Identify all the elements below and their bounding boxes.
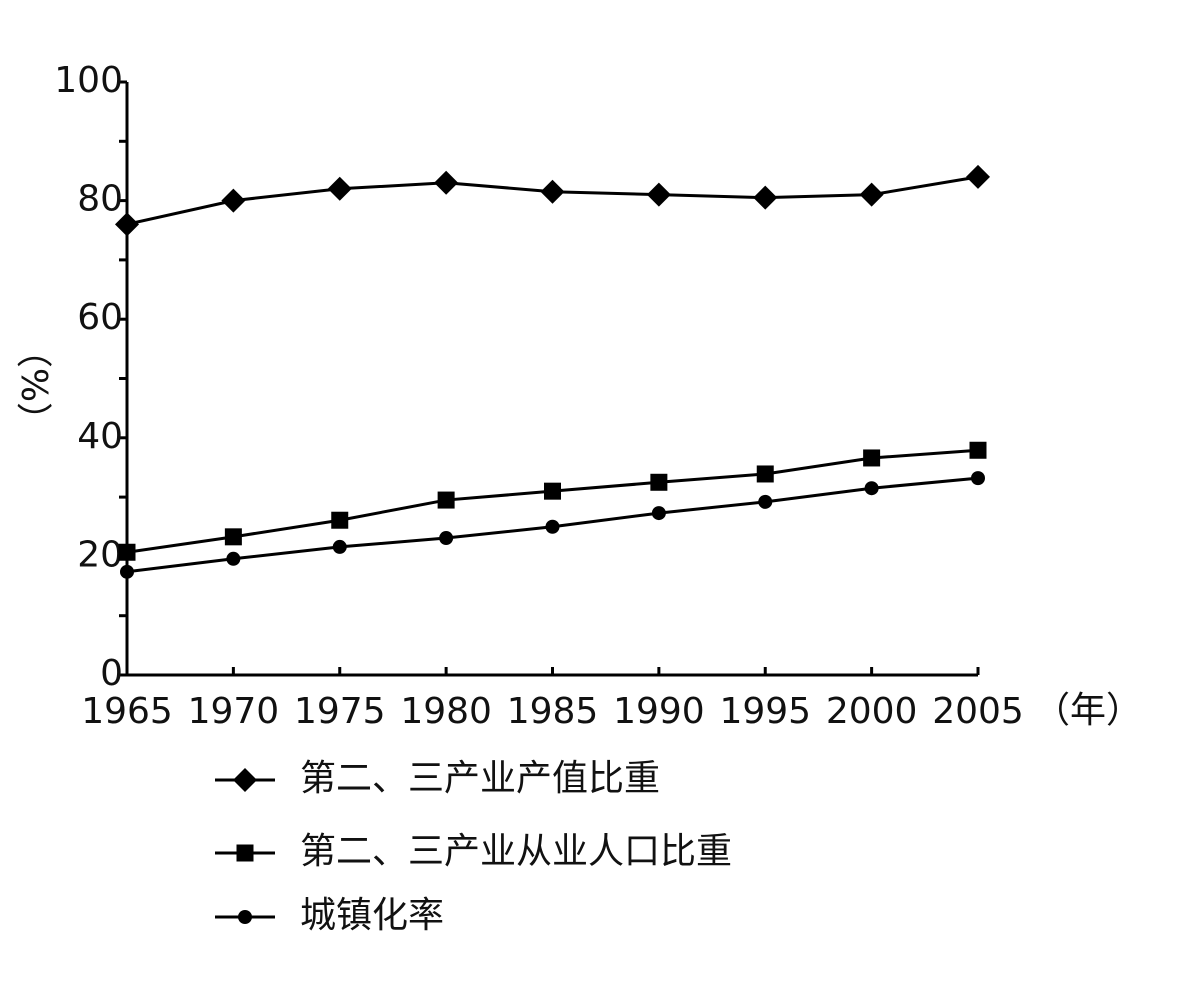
y-tick-label: 60	[77, 297, 123, 338]
data-point	[226, 551, 241, 566]
data-point	[118, 543, 136, 561]
legend-marker	[236, 844, 254, 862]
legend-label: 城镇化率	[300, 895, 444, 936]
data-point	[327, 176, 352, 201]
x-tick-label: 1990	[613, 691, 705, 732]
x-tick-label: 1985	[507, 691, 599, 732]
x-tick-label: 2000	[826, 691, 918, 732]
data-point	[540, 179, 565, 204]
data-point	[545, 519, 560, 534]
series-line	[126, 448, 979, 554]
x-axis-label: （年）	[1034, 690, 1142, 731]
x-tick-label: 1975	[294, 691, 386, 732]
data-point	[646, 182, 671, 207]
x-tick-label: 1995	[719, 691, 811, 732]
x-tick-label: 1970	[188, 691, 280, 732]
data-point	[859, 182, 884, 207]
data-point	[651, 506, 666, 521]
legend-marker	[238, 910, 252, 924]
data-point	[332, 539, 347, 554]
y-axis-label: （%）	[16, 332, 57, 438]
data-point	[434, 170, 459, 195]
legend-marker	[233, 768, 257, 792]
legend-label: 第二、三产业从业人口比重	[300, 831, 732, 872]
data-point	[863, 449, 881, 467]
data-point	[969, 441, 987, 459]
data-point	[221, 188, 246, 213]
data-point	[650, 473, 668, 491]
data-point	[864, 481, 879, 496]
x-tick-label: 1965	[81, 691, 173, 732]
data-point	[439, 531, 454, 546]
data-point	[966, 164, 990, 189]
data-point	[224, 528, 242, 546]
y-tick-label: 20	[77, 534, 123, 575]
data-point	[331, 511, 349, 529]
y-tick-label: 0	[100, 653, 123, 694]
y-tick-label: 40	[77, 416, 123, 457]
x-tick-label: 2005	[932, 691, 1024, 732]
legend-label: 第二、三产业产值比重	[300, 758, 660, 799]
data-point	[120, 564, 134, 579]
y-tick-label: 100	[54, 60, 123, 101]
data-point	[115, 212, 139, 237]
data-point	[971, 471, 985, 486]
data-point	[753, 185, 778, 210]
data-point	[758, 494, 773, 509]
data-point	[756, 465, 774, 483]
x-tick-label: 1980	[400, 691, 492, 732]
data-point	[437, 491, 455, 509]
data-point	[544, 482, 561, 500]
y-tick-label: 80	[77, 179, 123, 220]
